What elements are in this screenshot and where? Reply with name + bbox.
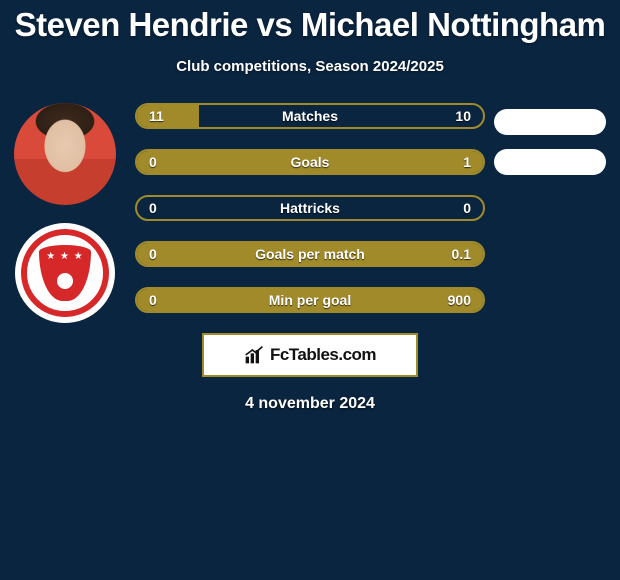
stats-bars: 11 10 Matches 0 1 Goals 0 0 Hattricks 0 0.1 Goals p… [135,103,485,313]
stat-value-right: 0 [463,200,471,216]
stat-value-left: 0 [149,200,157,216]
badge-stars-icon: ★ ★ ★ [39,251,91,262]
left-player-column: ★ ★ ★ 1874 [10,103,120,323]
stat-label: Matches [282,108,338,124]
comparison-content: ★ ★ ★ 1874 11 10 Matches 0 1 Goals 0 0 Hattricks… [0,103,620,313]
stat-fill-left [137,105,199,127]
player2-placeholder-pill [494,109,606,135]
stat-value-right: 1 [463,154,471,170]
right-player-column [490,103,610,175]
stat-value-right: 900 [448,292,471,308]
stat-label: Goals [291,154,330,170]
player1-avatar [14,103,116,205]
stat-value-right: 10 [455,108,471,124]
stat-row: 11 10 Matches [135,103,485,129]
stat-row: 0 1 Goals [135,149,485,175]
stat-label: Hattricks [280,200,340,216]
page-title: Steven Hendrie vs Michael Nottingham [0,0,620,44]
brand-text: FcTables.com [270,345,376,365]
player1-club-badge: ★ ★ ★ 1874 [15,223,115,323]
stat-value-right: 0.1 [452,246,471,262]
page-subtitle: Club competitions, Season 2024/2025 [0,58,620,75]
stat-value-left: 11 [149,108,164,124]
player2-placeholder-pill [494,149,606,175]
stat-row: 0 0 Hattricks [135,195,485,221]
badge-year: 1874 [57,291,73,298]
brand-box: FcTables.com [202,333,418,377]
stat-row: 0 900 Min per goal [135,287,485,313]
stat-value-left: 0 [149,292,157,308]
stat-row: 0 0.1 Goals per match [135,241,485,267]
stat-label: Goals per match [255,246,365,262]
stat-value-left: 0 [149,154,157,170]
badge-ball-icon [57,273,73,289]
bar-chart-icon [244,345,264,365]
stat-value-left: 0 [149,246,157,262]
footer-date: 4 november 2024 [0,395,620,413]
stat-label: Min per goal [269,292,351,308]
